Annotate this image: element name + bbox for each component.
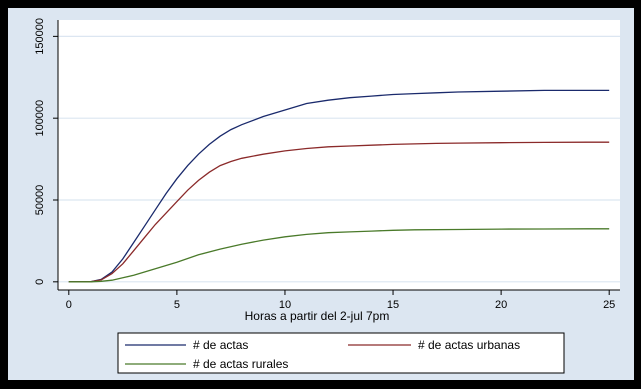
y-tick-label: 150000 — [34, 18, 46, 55]
y-tick-label: 0 — [34, 279, 46, 285]
series-line-0 — [68, 89, 610, 283]
legend-label-0: # de actas — [193, 338, 248, 352]
series-lines — [68, 89, 610, 283]
x-tick-label: 0 — [66, 299, 72, 311]
series-line-1 — [68, 141, 610, 283]
x-tick-label: 10 — [279, 299, 291, 311]
legend-box — [117, 332, 565, 374]
chart-svg: 0 50000 100000 150000 0 5 10 15 20 25 Horas a par… — [34, 18, 620, 374]
gridlines — [58, 35, 620, 283]
x-axis-title: Horas a partir del 2-jul 7pm — [245, 309, 390, 323]
series-line-2 — [68, 228, 610, 283]
x-tick-label: 15 — [387, 299, 399, 311]
y-tick-label: 100000 — [34, 100, 46, 137]
legend-label-1: # de actas urbanas — [418, 338, 520, 352]
x-tick-label: 20 — [495, 299, 507, 311]
plot-area — [58, 20, 620, 290]
x-tick-label: 5 — [174, 299, 180, 311]
legend: # de actas # de actas urbanas # de actas r… — [117, 332, 565, 374]
x-tick-label: 25 — [603, 299, 615, 311]
chart-frame: 0 50000 100000 150000 0 5 10 15 20 25 Horas a par… — [8, 8, 634, 380]
legend-label-2: # de actas rurales — [193, 357, 288, 371]
axes: 0 50000 100000 150000 0 5 10 15 20 25 — [34, 18, 620, 311]
y-tick-label: 50000 — [34, 185, 46, 216]
